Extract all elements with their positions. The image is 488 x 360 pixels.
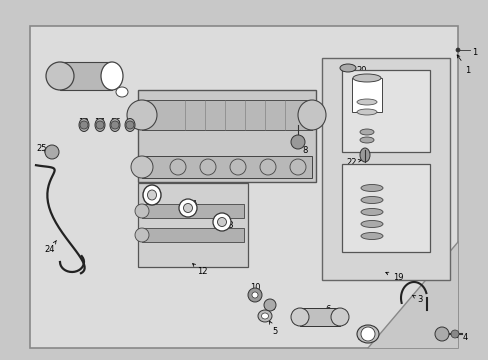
Circle shape <box>251 292 258 298</box>
Ellipse shape <box>95 118 105 131</box>
Text: 7: 7 <box>257 100 274 116</box>
Bar <box>321 58 449 280</box>
Text: 23: 23 <box>412 206 423 215</box>
Bar <box>341 70 429 152</box>
Ellipse shape <box>297 100 325 130</box>
Circle shape <box>247 288 262 302</box>
Ellipse shape <box>116 87 128 97</box>
Text: 16: 16 <box>109 117 120 126</box>
Ellipse shape <box>135 204 149 218</box>
Ellipse shape <box>360 197 382 203</box>
Text: 17: 17 <box>94 117 104 126</box>
Text: 13: 13 <box>222 220 233 230</box>
Bar <box>138 183 247 267</box>
Bar <box>341 164 429 252</box>
Ellipse shape <box>339 64 355 72</box>
Circle shape <box>80 121 88 129</box>
Ellipse shape <box>101 62 123 90</box>
Circle shape <box>96 121 104 129</box>
Text: 22: 22 <box>346 158 361 166</box>
Ellipse shape <box>46 62 74 90</box>
Ellipse shape <box>330 308 348 326</box>
Bar <box>351 78 381 112</box>
Ellipse shape <box>290 308 308 326</box>
Circle shape <box>360 327 374 341</box>
Ellipse shape <box>147 190 156 200</box>
Text: 1: 1 <box>456 55 469 75</box>
Text: 6: 6 <box>315 306 330 316</box>
Ellipse shape <box>217 217 226 226</box>
Ellipse shape <box>213 213 230 231</box>
Bar <box>142 204 244 218</box>
Ellipse shape <box>142 185 161 205</box>
Ellipse shape <box>352 74 380 82</box>
Ellipse shape <box>127 100 157 130</box>
Text: 19: 19 <box>385 272 403 283</box>
Ellipse shape <box>360 220 382 228</box>
Text: 24: 24 <box>45 240 56 255</box>
Bar <box>30 26 457 348</box>
Bar <box>142 228 244 242</box>
Text: 25: 25 <box>37 144 47 153</box>
Circle shape <box>434 327 448 341</box>
Ellipse shape <box>359 137 373 143</box>
Circle shape <box>126 121 134 129</box>
Ellipse shape <box>360 208 382 216</box>
Ellipse shape <box>360 233 382 239</box>
Text: 18: 18 <box>78 117 88 126</box>
Ellipse shape <box>170 159 185 175</box>
Ellipse shape <box>359 148 369 162</box>
Circle shape <box>450 330 458 338</box>
Ellipse shape <box>179 199 197 217</box>
Bar <box>142 156 311 178</box>
Ellipse shape <box>356 99 376 105</box>
Ellipse shape <box>110 118 120 131</box>
Text: 5: 5 <box>269 321 277 337</box>
Ellipse shape <box>356 109 376 115</box>
Circle shape <box>264 299 275 311</box>
Ellipse shape <box>79 118 89 131</box>
Text: 11: 11 <box>264 301 275 312</box>
Text: 2: 2 <box>357 333 371 342</box>
Bar <box>60 62 112 90</box>
Ellipse shape <box>200 159 216 175</box>
Text: 20: 20 <box>350 66 366 75</box>
Circle shape <box>290 135 305 149</box>
Bar <box>299 308 339 326</box>
Circle shape <box>111 121 119 129</box>
Ellipse shape <box>289 159 305 175</box>
Text: 12: 12 <box>192 264 207 276</box>
Circle shape <box>455 48 459 52</box>
Ellipse shape <box>183 203 192 212</box>
Ellipse shape <box>359 129 373 135</box>
Ellipse shape <box>125 118 135 131</box>
Ellipse shape <box>258 310 271 322</box>
Ellipse shape <box>261 313 268 319</box>
Text: 3: 3 <box>411 295 422 305</box>
Text: 4: 4 <box>455 333 467 342</box>
Ellipse shape <box>360 185 382 192</box>
Text: 21: 21 <box>412 105 423 114</box>
Text: 1: 1 <box>471 48 476 57</box>
Ellipse shape <box>135 228 149 242</box>
Polygon shape <box>367 242 457 348</box>
Bar <box>142 100 311 130</box>
Ellipse shape <box>356 325 378 343</box>
Text: 15: 15 <box>124 117 135 126</box>
Text: 8: 8 <box>298 140 307 154</box>
Ellipse shape <box>131 156 153 178</box>
Ellipse shape <box>260 159 275 175</box>
Text: 9: 9 <box>147 195 152 210</box>
Ellipse shape <box>229 159 245 175</box>
Circle shape <box>45 145 59 159</box>
Bar <box>138 90 315 182</box>
Text: 10: 10 <box>249 284 260 299</box>
Text: 14: 14 <box>189 201 200 212</box>
